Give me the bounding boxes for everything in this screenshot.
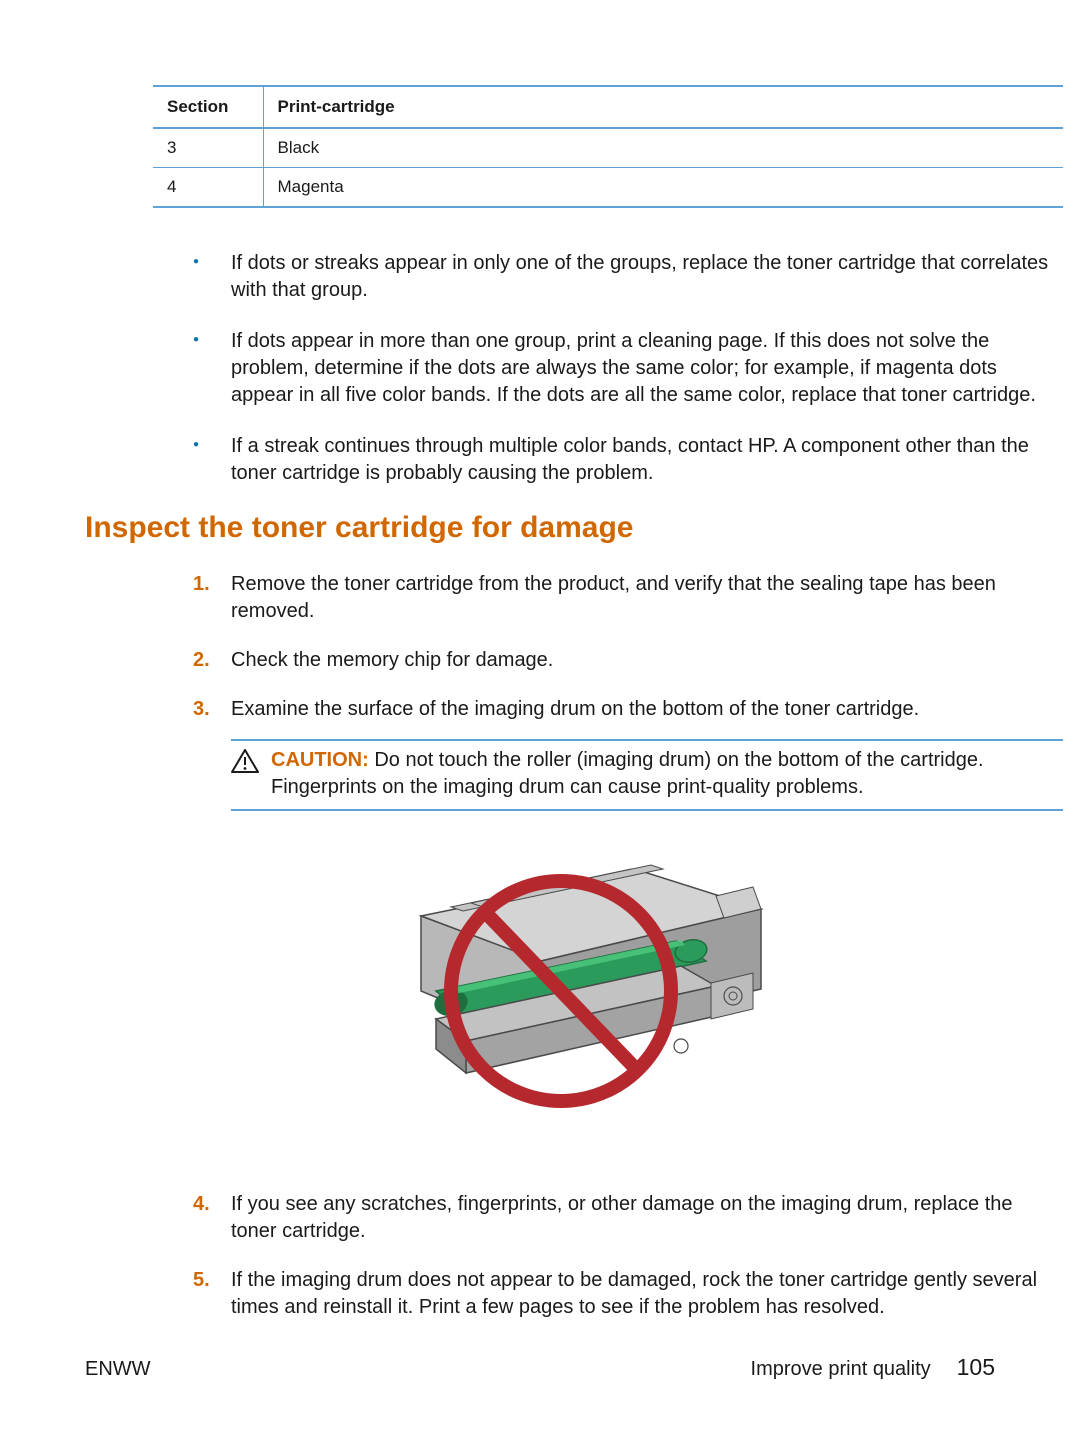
- steps-list: 1. Remove the toner cartridge from the p…: [193, 571, 1063, 1321]
- section-heading: Inspect the toner cartridge for damage: [85, 511, 995, 545]
- step-text: Check the memory chip for damage.: [231, 649, 553, 671]
- step-number: 1.: [193, 571, 210, 598]
- step-number: 5.: [193, 1267, 210, 1294]
- step-item: 3. Examine the surface of the imaging dr…: [193, 696, 1063, 1169]
- caution-text: Do not touch the roller (imaging drum) o…: [271, 749, 984, 798]
- bullet-item: If a streak continues through multiple c…: [193, 433, 1063, 487]
- cartridge-drawing: [421, 865, 761, 1073]
- page-number: 105: [957, 1354, 995, 1381]
- table-row: 3 Black: [153, 128, 1063, 168]
- th-section: Section: [153, 86, 263, 128]
- step-item: 2. Check the memory chip for damage.: [193, 647, 1063, 674]
- step-number: 3.: [193, 696, 210, 723]
- cell-cartridge: Magenta: [263, 168, 1063, 208]
- caution-label: CAUTION:: [271, 749, 369, 771]
- step-text: Examine the surface of the imaging drum …: [231, 698, 919, 720]
- warning-triangle-icon: [231, 749, 259, 773]
- table-row: 4 Magenta: [153, 168, 1063, 208]
- footer-section-label: Improve print quality: [751, 1358, 931, 1381]
- step-text: If the imaging drum does not appear to b…: [231, 1269, 1037, 1318]
- page-footer: ENWW Improve print quality 105: [85, 1354, 995, 1381]
- step-item: 5. If the imaging drum does not appear t…: [193, 1267, 1063, 1321]
- step-item: 4. If you see any scratches, fingerprint…: [193, 1191, 1063, 1245]
- th-cartridge: Print-cartridge: [263, 86, 1063, 128]
- footer-left: ENWW: [85, 1358, 151, 1381]
- cell-section: 4: [153, 168, 263, 208]
- cell-cartridge: Black: [263, 128, 1063, 168]
- step-item: 1. Remove the toner cartridge from the p…: [193, 571, 1063, 625]
- troubleshoot-bullets: If dots or streaks appear in only one of…: [193, 250, 1063, 487]
- bullet-item: If dots appear in more than one group, p…: [193, 328, 1063, 409]
- step-number: 4.: [193, 1191, 210, 1218]
- cartridge-prohibit-figure: [381, 841, 781, 1121]
- bullet-item: If dots or streaks appear in only one of…: [193, 250, 1063, 304]
- cell-section: 3: [153, 128, 263, 168]
- step-text: If you see any scratches, fingerprints, …: [231, 1193, 1013, 1242]
- step-text: Remove the toner cartridge from the prod…: [231, 573, 996, 622]
- cartridge-table: Section Print-cartridge 3 Black 4 Magent…: [153, 85, 1063, 208]
- step-number: 2.: [193, 647, 210, 674]
- caution-callout: CAUTION: Do not touch the roller (imagin…: [231, 739, 1063, 811]
